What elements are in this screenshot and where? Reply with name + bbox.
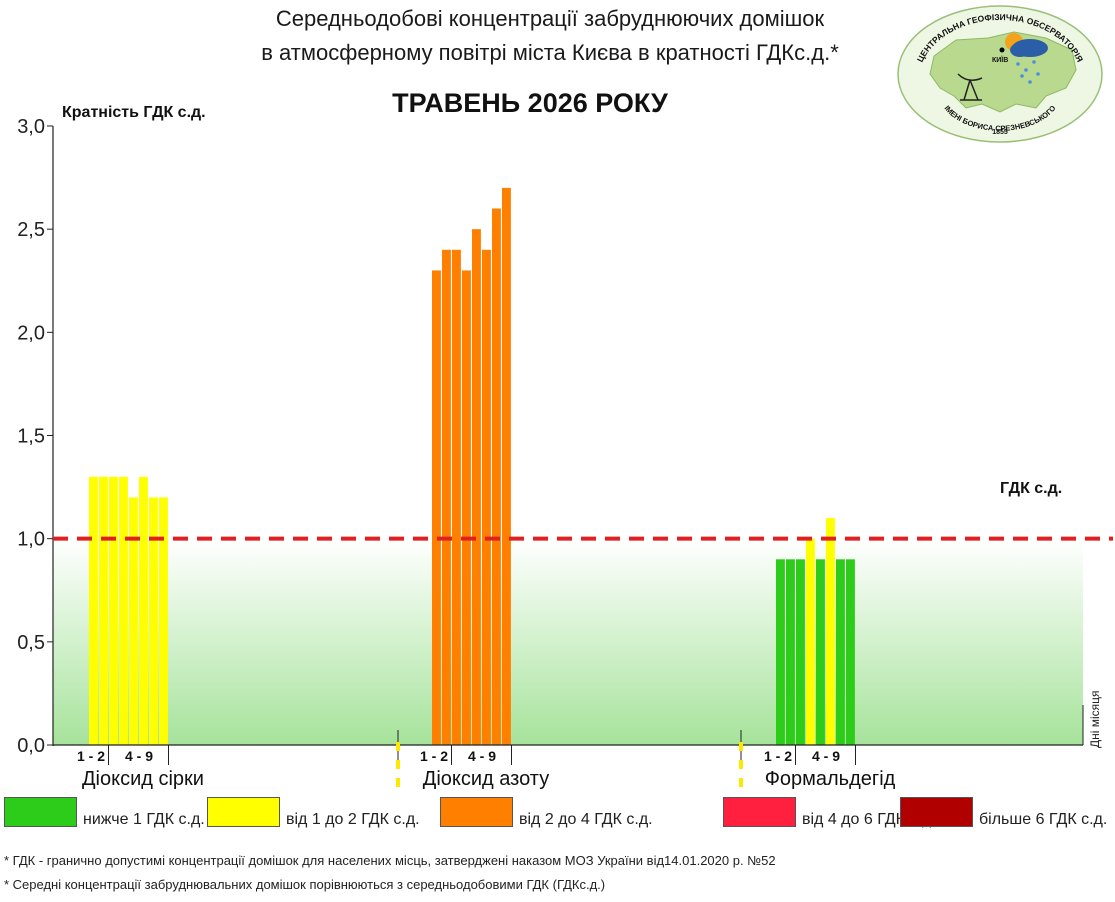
bar xyxy=(472,229,481,745)
bar xyxy=(89,476,98,745)
bar xyxy=(482,249,491,746)
legend-label: від 1 до 2 ГДК с.д. xyxy=(286,811,420,828)
y-tick-label: 2,0 xyxy=(17,322,45,344)
bar xyxy=(846,559,855,745)
y-tick-label: 0,5 xyxy=(17,632,45,654)
bar xyxy=(816,559,825,745)
x-axis-label: Дні місяця xyxy=(1088,690,1102,748)
bar xyxy=(492,208,501,746)
day-range-label: 4 - 9 xyxy=(468,748,496,764)
bar xyxy=(129,497,138,745)
bar xyxy=(806,538,815,745)
chart-title-line2: в атмосферному повітрі міста Києва в кра… xyxy=(261,40,839,65)
bar xyxy=(836,559,845,745)
safe-zone-background xyxy=(53,538,1083,745)
chart-area: 0,0 0,5 1,0 1,5 2,0 2,5 3,0 Дні місяця 1 - 2 4 - … xyxy=(17,116,1113,793)
day-range-label: 1 - 2 xyxy=(77,748,105,764)
y-tick-label: 2,5 xyxy=(17,219,45,241)
legend-swatch xyxy=(900,797,973,827)
legend-swatch xyxy=(207,797,280,827)
legend-label: нижче 1 ГДК с.д. xyxy=(83,811,205,828)
bar xyxy=(452,249,461,746)
day-range-label: 1 - 2 xyxy=(420,748,448,764)
bar xyxy=(502,187,511,745)
satellite-dish-icon xyxy=(957,73,983,101)
bar xyxy=(109,476,118,745)
day-range-label: 4 - 9 xyxy=(125,748,153,764)
footnote-1: * ГДК - гранично допустимі концентрації … xyxy=(4,853,776,868)
legend: нижче 1 ГДК с.д. від 1 до 2 ГДК с.д. від 2… xyxy=(4,797,1114,831)
legend-label: більше 6 ГДК с.д. xyxy=(979,811,1108,828)
chart-subtitle: ТРАВЕНЬ 2026 РОКУ xyxy=(392,88,668,118)
bar xyxy=(149,497,158,745)
group-label: Формальдегід xyxy=(765,768,896,790)
day-range-label: 1 - 2 xyxy=(764,748,792,764)
y-tick-label: 0,0 xyxy=(17,735,45,757)
y-tick-label: 1,5 xyxy=(17,426,45,448)
bar xyxy=(159,497,168,745)
bar xyxy=(796,559,805,745)
bar xyxy=(139,476,148,745)
bar xyxy=(786,559,795,745)
group-label: Діоксид азоту xyxy=(423,768,549,790)
limit-line-label: ГДК с.д. xyxy=(1000,480,1063,497)
day-range-label: 4 - 9 xyxy=(812,748,840,764)
y-tick-label: 3,0 xyxy=(17,116,45,138)
bar xyxy=(776,559,785,745)
y-axis-label: Кратність ГДК с.д. xyxy=(62,104,206,121)
legend-swatch xyxy=(723,797,796,827)
bar xyxy=(432,270,441,745)
chart-title-line1: Середньодобові концентрації забруднюючих… xyxy=(275,6,825,31)
bar xyxy=(99,476,108,745)
y-tick-label: 1,0 xyxy=(17,529,45,551)
logo-city: КИЇВ xyxy=(992,56,1008,64)
legend-swatch xyxy=(440,797,513,827)
bar xyxy=(442,249,451,746)
legend-label: від 2 до 4 ГДК с.д. xyxy=(519,811,653,828)
footnote-2: * Середні концентрації забруднювальних д… xyxy=(4,877,606,892)
bar xyxy=(826,518,835,745)
cloud-rain-icon xyxy=(1005,33,1048,84)
legend-swatch xyxy=(4,797,77,827)
bar xyxy=(462,270,471,745)
group-label: Діоксид сірки xyxy=(82,768,204,790)
observatory-logo: КИЇВ ЦЕНТРАЛЬНА ГЕОФІЗИЧНА ОБСЕРВАТОРІЯ … xyxy=(897,5,1103,143)
bar xyxy=(119,476,128,745)
logo-year: 1855 xyxy=(992,129,1008,136)
